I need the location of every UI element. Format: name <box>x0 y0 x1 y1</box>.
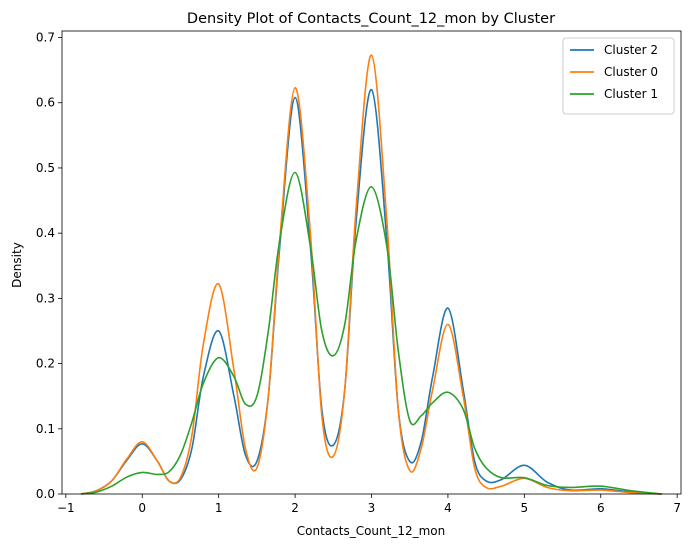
x-tick-label: −1 <box>57 501 75 515</box>
y-axis-ticks: 0.0 0.1 0.2 0.3 0.4 0.5 0.6 0.7 <box>36 31 62 501</box>
series-line-2 <box>81 171 662 495</box>
x-tick-label: 5 <box>521 501 529 515</box>
y-tick-label: 0.2 <box>36 357 55 371</box>
x-axis-title: Contacts_Count_12_mon <box>297 524 445 538</box>
x-tick-label: 7 <box>673 501 681 515</box>
y-tick-label: 0.3 <box>36 291 55 305</box>
x-tick-label: 0 <box>138 501 146 515</box>
chart-title: Density Plot of Contacts_Count_12_mon by… <box>187 11 555 27</box>
x-tick-label: 6 <box>597 501 605 515</box>
x-tick-label: 1 <box>215 501 223 515</box>
series-line-0 <box>80 88 662 495</box>
y-axis-title: Density <box>10 242 24 288</box>
legend: Cluster 2 Cluster 0 Cluster 1 <box>562 37 675 115</box>
x-axis-ticks: −1 0 1 2 3 4 5 6 7 <box>57 494 681 515</box>
legend-label: Cluster 1 <box>604 87 658 101</box>
plot-area <box>80 54 662 495</box>
y-tick-label: 0.1 <box>36 422 55 436</box>
legend-box <box>562 37 675 115</box>
series-line-1 <box>80 54 662 495</box>
x-tick-label: 3 <box>368 501 376 515</box>
y-tick-label: 0.4 <box>36 226 55 240</box>
legend-label: Cluster 2 <box>604 43 658 57</box>
y-tick-label: 0.5 <box>36 161 55 175</box>
y-tick-label: 0.6 <box>36 96 55 110</box>
x-tick-label: 2 <box>291 501 299 515</box>
y-tick-label: 0.7 <box>36 31 55 45</box>
legend-label: Cluster 0 <box>604 65 658 79</box>
y-tick-label: 0.0 <box>36 487 55 501</box>
x-tick-label: 4 <box>444 501 452 515</box>
